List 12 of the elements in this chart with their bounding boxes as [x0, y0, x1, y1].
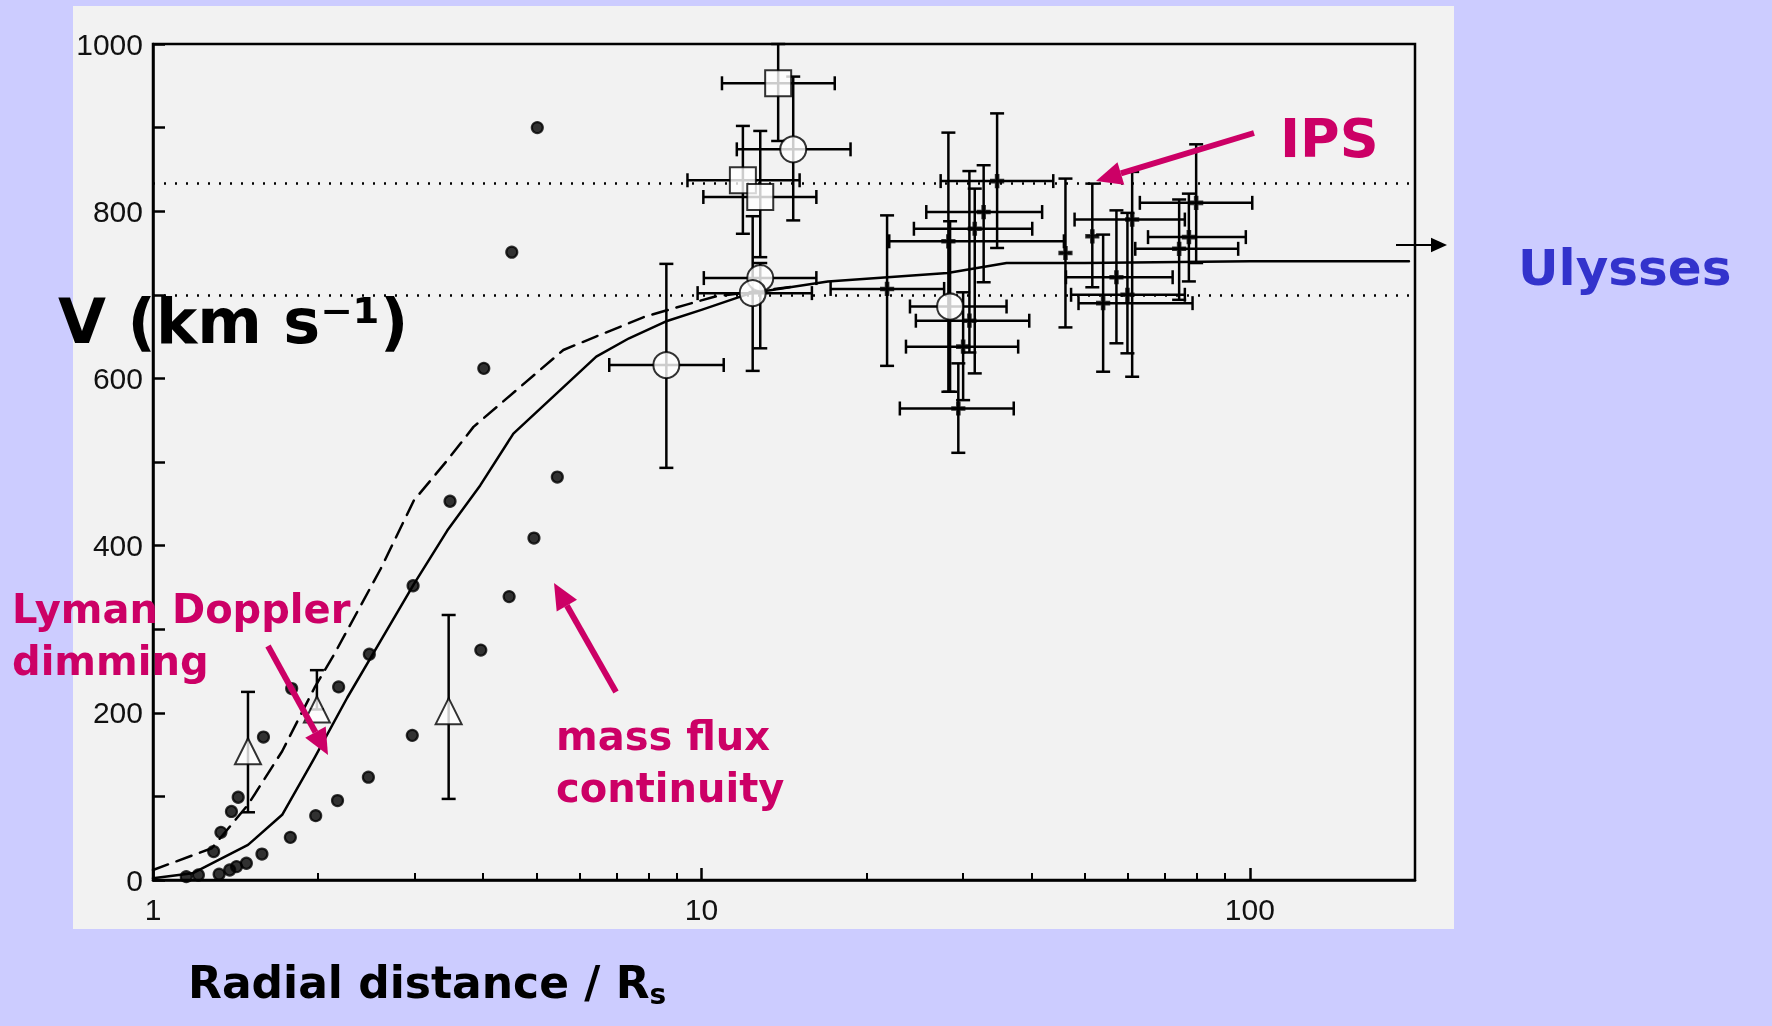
annotation: mass flux continuity [556, 713, 785, 811]
y-tick-label: 1000 [76, 27, 143, 61]
annotation: IPS [1280, 106, 1379, 170]
y-tick-label: 400 [92, 529, 143, 563]
text: Ulysses [1518, 239, 1732, 297]
y-tick-label: 0 [126, 863, 143, 897]
x-tick-label: 10 [684, 892, 719, 926]
x-tick-label: 1 [144, 892, 162, 926]
y-tick-label: 600 [92, 361, 143, 395]
x-tick-label: 100 [1224, 892, 1275, 926]
y-tick-label: 200 [92, 696, 143, 730]
y-tick-label: 800 [92, 194, 143, 228]
